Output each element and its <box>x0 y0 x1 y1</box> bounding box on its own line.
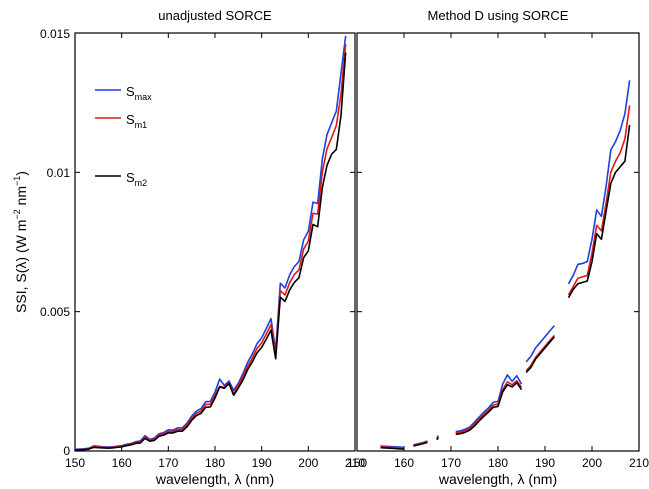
left-axis-ticks <box>74 32 356 452</box>
y-tick-label-3: 0.015 <box>40 27 70 41</box>
right-x-tick-label-160: 160 <box>394 456 414 470</box>
left-series-line-s-m2 <box>75 52 347 451</box>
right-x-tick-label-190: 190 <box>535 456 555 470</box>
right-x-tick-label-180: 180 <box>488 456 508 470</box>
left-x-tick-label-160: 160 <box>112 456 132 470</box>
left-series-group <box>75 35 347 451</box>
legend-label-s-m2: Sm2 <box>126 170 147 188</box>
right-series-line-s-m2-seg4 <box>525 336 556 373</box>
legend: Smax Sm1 Sm2 <box>95 84 152 188</box>
right-series-line-s-m2-seg0 <box>380 446 405 450</box>
right-series-group <box>380 80 631 450</box>
right-series-line-s-max-seg3 <box>455 374 523 433</box>
right-series-line-s-m1-seg4 <box>525 334 555 372</box>
left-x-tick-label-180: 180 <box>205 456 225 470</box>
left-x-tick-label-150: 150 <box>65 456 85 470</box>
right-series-line-s-max-seg5 <box>567 80 631 285</box>
right-series-line-s-m2-seg2 <box>436 437 439 441</box>
legend-label-s-max: Smax <box>126 84 152 102</box>
right-x-axis-label: wavelength, λ (nm) <box>438 471 557 487</box>
y-tick-label-0: 0 <box>63 444 70 458</box>
right-panel-title: Method D using SORCE <box>428 8 569 23</box>
y-axis-label: SSI, S(λ) (W m−2 nm−1) <box>12 171 29 313</box>
right-x-tick-label-170: 170 <box>441 456 461 470</box>
right-series-line-s-max-seg4 <box>525 325 556 363</box>
left-x-tick-label-210: 210 <box>345 456 365 470</box>
right-x-tick-label-200: 200 <box>582 456 602 470</box>
y-tick-label-2: 0.01 <box>47 166 71 180</box>
left-x-tick-label-200: 200 <box>298 456 318 470</box>
right-x-tick-label-150: 150 <box>347 456 367 470</box>
left-panel-title: unadjusted SORCE <box>158 8 272 23</box>
left-series-line-s-max <box>75 35 347 451</box>
right-series-line-s-m2-seg1 <box>413 441 428 447</box>
left-panel <box>74 32 356 452</box>
right-x-tick-label-210: 210 <box>629 456 649 470</box>
left-series-line-s-m1 <box>75 44 347 451</box>
right-series-line-s-m1-seg5 <box>567 105 631 296</box>
left-x-tick-label-170: 170 <box>158 456 178 470</box>
right-series-line-s-m1-seg0 <box>380 446 405 450</box>
right-panel <box>356 32 640 452</box>
left-x-tick-label-190: 190 <box>252 456 272 470</box>
y-tick-label-1: 0.005 <box>40 305 70 319</box>
legend-label-s-m1: Sm1 <box>126 112 147 130</box>
right-series-line-s-max-seg0 <box>380 445 405 449</box>
right-series-line-s-m2-seg3 <box>455 381 523 436</box>
left-x-axis-label: wavelength, λ (nm) <box>155 471 274 487</box>
right-axis-ticks <box>356 32 640 452</box>
right-series-line-s-m1-seg3 <box>455 379 523 434</box>
right-series-line-s-m2-seg5 <box>567 124 631 299</box>
right-plot-frame <box>356 32 640 452</box>
left-plot-frame <box>74 32 356 452</box>
